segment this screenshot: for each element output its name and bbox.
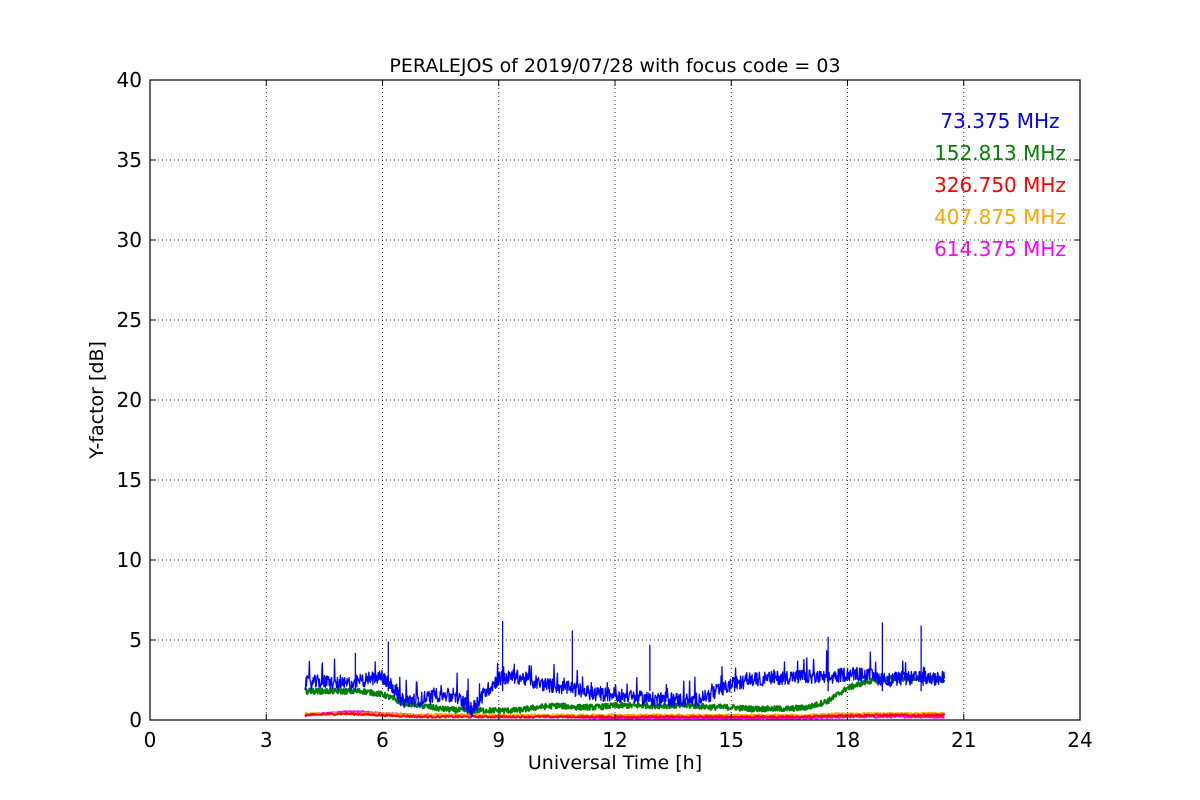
x-tick-label: 18 (835, 728, 860, 752)
x-tick-label: 9 (492, 728, 505, 752)
x-tick-label: 21 (951, 728, 976, 752)
y-tick-label: 20 (117, 388, 142, 412)
grid (150, 80, 1080, 720)
y-tick-label: 0 (129, 708, 142, 732)
x-tick-label: 6 (376, 728, 389, 752)
legend-entry: 326.750 MHz (934, 173, 1066, 197)
y-tick-label: 15 (117, 468, 142, 492)
legend-entry: 614.375 MHz (934, 237, 1066, 261)
series-line (304, 711, 946, 719)
series-line (304, 674, 946, 715)
ticks: 0 3 6 9 12 15 18 21 24 0 5 10 15 20 25 30 35 40 (117, 68, 1093, 752)
x-tick-label: 12 (602, 728, 627, 752)
y-tick-label: 5 (129, 628, 142, 652)
x-axis-label: Universal Time [h] (528, 752, 702, 774)
y-tick-label: 35 (117, 148, 142, 172)
legend-entry: 407.875 MHz (934, 205, 1066, 229)
chart-title: PERALEJOS of 2019/07/28 with focus code … (389, 55, 840, 77)
series-group (304, 620, 946, 721)
y-tick-label: 40 (117, 68, 142, 92)
y-tick-label: 10 (117, 548, 142, 572)
x-tick-label: 24 (1067, 728, 1092, 752)
legend-entry: 73.375 MHz (940, 109, 1059, 133)
legend-entry: 152.813 MHz (934, 141, 1066, 165)
x-tick-label: 0 (144, 728, 157, 752)
y-axis-label: Y-factor [dB] (86, 341, 108, 460)
x-tick-label: 15 (719, 728, 744, 752)
series-line (304, 650, 946, 718)
y-tick-label: 30 (117, 228, 142, 252)
y-tick-label: 25 (117, 308, 142, 332)
x-tick-label: 3 (260, 728, 273, 752)
legend: 73.375 MHz 152.813 MHz 326.750 MHz 407.875 … (934, 109, 1066, 261)
